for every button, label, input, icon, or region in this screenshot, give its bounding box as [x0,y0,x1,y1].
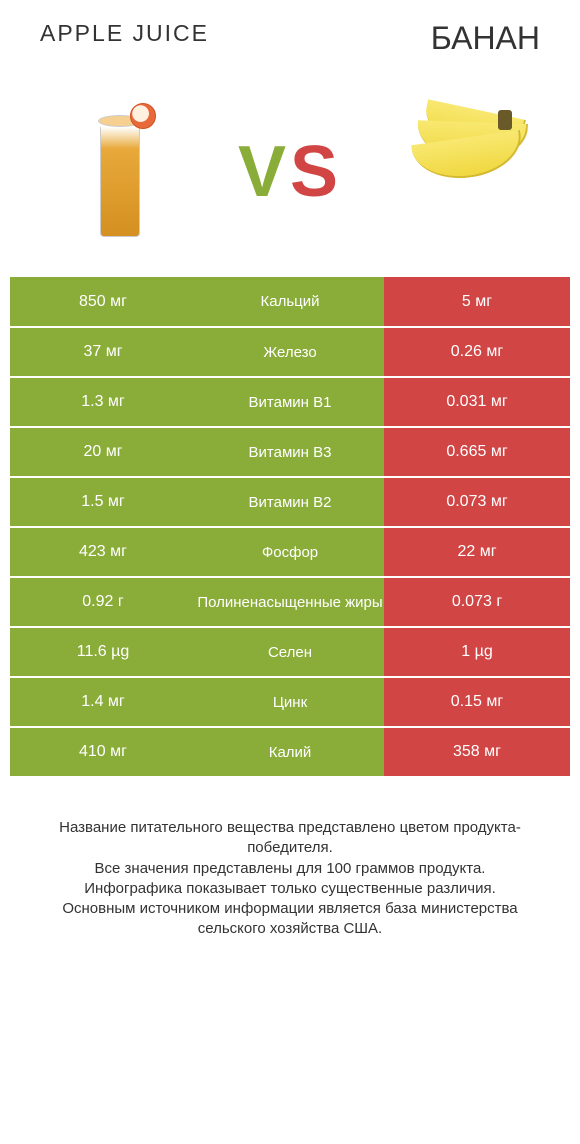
footer-line: Основным источником информации является … [30,899,550,940]
left-value: 0.92 г [10,577,196,627]
right-value: 0.073 мг [384,477,570,527]
left-value: 1.3 мг [10,377,196,427]
table-row: 850 мгКальций5 мг [10,277,570,327]
table-row: 423 мгФосфор22 мг [10,527,570,577]
table-row: 1.5 мгВитамин B20.073 мг [10,477,570,527]
left-value: 1.5 мг [10,477,196,527]
table-row: 1.3 мгВитамин B10.031 мг [10,377,570,427]
left-value: 11.6 µg [10,627,196,677]
left-value: 20 мг [10,427,196,477]
nutrient-label: Цинк [196,677,384,727]
left-value: 1.4 мг [10,677,196,727]
right-value: 0.031 мг [384,377,570,427]
nutrient-label: Фосфор [196,527,384,577]
nutrient-label: Витамин B2 [196,477,384,527]
table-row: 0.92 гПолиненасыщенные жиры0.073 г [10,577,570,627]
apple-juice-image [50,97,190,247]
table-row: 37 мгЖелезо0.26 мг [10,327,570,377]
right-value: 5 мг [384,277,570,327]
vs-v: V [238,132,290,212]
right-value: 0.15 мг [384,677,570,727]
vs-s: S [290,132,342,212]
images-row: VS [0,67,580,277]
footer-line: Название питательного вещества представл… [30,818,550,859]
footer-line: Инфографика показывает только существенн… [30,879,550,899]
nutrient-label: Железо [196,327,384,377]
vs-label: VS [238,131,342,213]
left-value: 850 мг [10,277,196,327]
table-row: 410 мгКалий358 мг [10,727,570,777]
juice-glass-icon [90,107,150,237]
nutrient-label: Витамин B1 [196,377,384,427]
right-value: 22 мг [384,527,570,577]
comparison-table: 850 мгКальций5 мг37 мгЖелезо0.26 мг1.3 м… [10,277,570,778]
nutrient-label: Селен [196,627,384,677]
left-value: 410 мг [10,727,196,777]
right-value: 1 µg [384,627,570,677]
table-row: 20 мгВитамин B30.665 мг [10,427,570,477]
table-row: 1.4 мгЦинк0.15 мг [10,677,570,727]
nutrient-label: Кальций [196,277,384,327]
title-left: APPLE JUICE [40,20,209,47]
table-row: 11.6 µgСелен1 µg [10,627,570,677]
nutrient-label: Полиненасыщенные жиры [196,577,384,627]
nutrient-label: Витамин B3 [196,427,384,477]
left-value: 37 мг [10,327,196,377]
right-value: 0.26 мг [384,327,570,377]
banana-image [390,97,530,247]
right-value: 0.073 г [384,577,570,627]
nutrient-label: Калий [196,727,384,777]
banana-icon [390,102,530,242]
right-value: 0.665 мг [384,427,570,477]
left-value: 423 мг [10,527,196,577]
footer-line: Все значения представлены для 100 граммо… [30,859,550,879]
right-value: 358 мг [384,727,570,777]
header: APPLE JUICE БАНАН [0,0,580,67]
footer-notes: Название питательного вещества представл… [0,778,580,960]
title-right: БАНАН [431,20,540,57]
